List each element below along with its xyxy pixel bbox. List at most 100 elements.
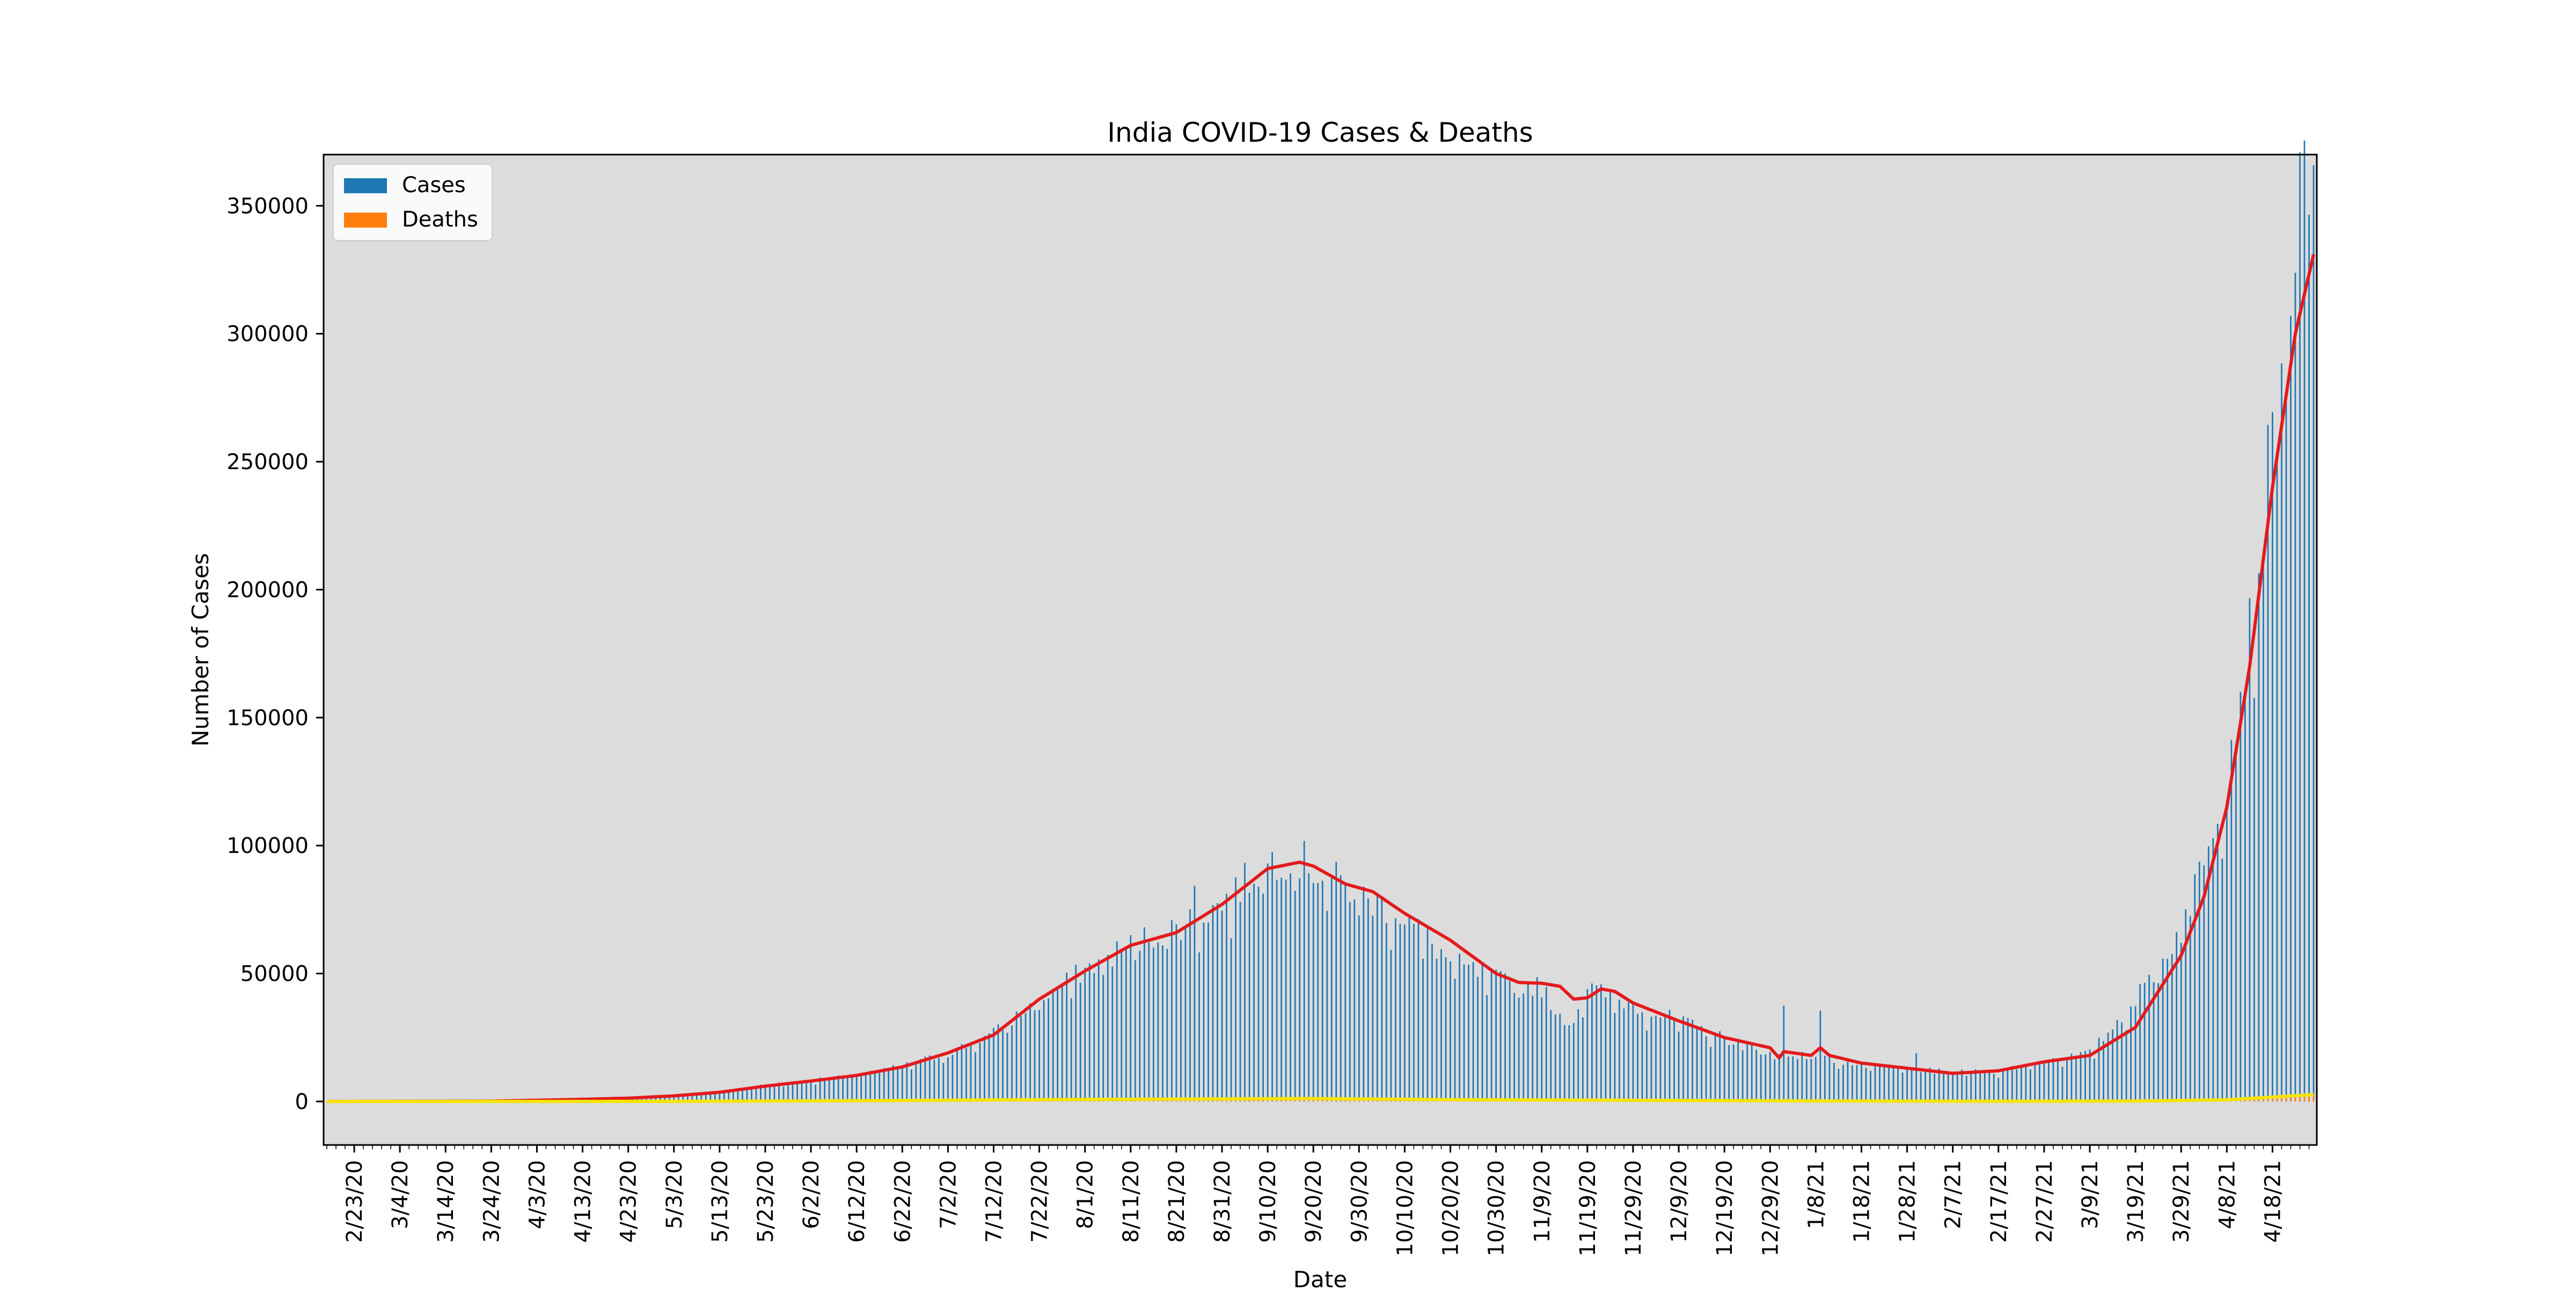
- cases-bar: [1924, 1071, 1926, 1102]
- cases-bar: [2057, 1060, 2059, 1102]
- cases-bar: [1546, 987, 1547, 1102]
- cases-bar: [2098, 1038, 2100, 1102]
- cases-bar: [1294, 891, 1296, 1102]
- cases-bar: [1125, 949, 1127, 1102]
- cases-bar: [856, 1076, 858, 1102]
- cases-bar: [787, 1084, 789, 1102]
- cases-bar: [1007, 1033, 1008, 1102]
- cases-bar: [2212, 838, 2214, 1102]
- cases-bar: [970, 1042, 972, 1102]
- x-tick-label: 12/29/20: [1758, 1160, 1783, 1257]
- cases-bar: [2286, 390, 2287, 1102]
- cases-bar: [1363, 887, 1364, 1102]
- x-tick-label: 8/1/20: [1073, 1160, 1098, 1229]
- cases-bar: [1568, 1025, 1570, 1102]
- cases-bar: [993, 1028, 994, 1102]
- cases-bar: [1966, 1076, 1967, 1102]
- cases-bar: [1833, 1063, 1835, 1102]
- cases-bar: [2007, 1068, 2008, 1101]
- cases-bar: [1997, 1078, 1999, 1102]
- cases-bar: [1856, 1065, 1858, 1102]
- cases-bar: [1911, 1067, 1913, 1102]
- x-tick-label: 2/7/21: [1941, 1160, 1966, 1229]
- cases-bar: [1189, 909, 1191, 1102]
- cases-bar: [1651, 1017, 1652, 1102]
- cases-bar: [1536, 977, 1538, 1101]
- cases-bar: [998, 1024, 999, 1102]
- cases-bar: [1400, 924, 1401, 1102]
- cases-bar: [1111, 967, 1113, 1102]
- cases-bar: [2176, 932, 2177, 1102]
- cases-bar: [1696, 1027, 1698, 1102]
- cases-bar: [965, 1048, 967, 1102]
- cases-bar: [1929, 1068, 1931, 1102]
- x-tick-label: 3/4/20: [388, 1160, 413, 1229]
- x-tick-label: 3/29/21: [2169, 1160, 2194, 1243]
- cases-bar: [792, 1083, 794, 1102]
- cases-bar: [815, 1085, 816, 1102]
- cases-bar: [2272, 412, 2273, 1102]
- cases-bar: [1893, 1067, 1894, 1102]
- cases-bar: [2080, 1052, 2082, 1102]
- cases-bar: [1048, 998, 1049, 1102]
- cases-bar: [1267, 864, 1269, 1102]
- cases-bar: [1135, 960, 1136, 1102]
- cases-bar: [1550, 1010, 1552, 1102]
- cases-bar: [1957, 1074, 1958, 1102]
- cases-bar: [1948, 1074, 1949, 1101]
- cases-bar: [1746, 1044, 1748, 1102]
- cases-bar: [1473, 962, 1474, 1102]
- x-tick-label: 7/22/20: [1028, 1160, 1052, 1243]
- x-tick-label: 1/28/21: [1896, 1160, 1920, 1243]
- cases-bar: [2002, 1071, 2004, 1102]
- cases-bar: [1532, 996, 1533, 1102]
- cases-bar: [2230, 740, 2232, 1102]
- cases-bar: [1285, 880, 1287, 1102]
- cases-bar: [1089, 964, 1091, 1102]
- cases-bar: [1180, 940, 1182, 1102]
- plot-area: [324, 155, 2317, 1145]
- x-tick-label: 4/13/20: [571, 1160, 596, 1243]
- cases-bar: [1724, 1037, 1725, 1102]
- cases-bar: [1158, 942, 1159, 1101]
- cases-bar: [1728, 1045, 1730, 1102]
- cases-bar: [1897, 1066, 1899, 1102]
- cases-bar: [1847, 1062, 1849, 1102]
- cases-bar: [1838, 1069, 1840, 1102]
- cases-bar: [2035, 1066, 2036, 1102]
- cases-bar: [1970, 1074, 1972, 1102]
- x-tick-label: 3/14/20: [434, 1160, 458, 1243]
- cases-bar: [1016, 1012, 1018, 1102]
- cases-bar: [1176, 924, 1177, 1102]
- cases-bar: [833, 1077, 835, 1102]
- cases-bar: [1815, 1057, 1817, 1102]
- cases-bar: [1851, 1065, 1853, 1102]
- cases-bar: [1198, 952, 1200, 1102]
- cases-bar: [2157, 983, 2159, 1102]
- cases-bar: [2162, 959, 2164, 1102]
- cases-bar: [1020, 1016, 1022, 1102]
- cases-bar: [1153, 947, 1154, 1102]
- cases-bar: [1513, 993, 1515, 1102]
- cases-bar: [1344, 882, 1346, 1102]
- cases-bar: [1468, 965, 1469, 1102]
- x-tick-label: 12/9/20: [1667, 1160, 1692, 1243]
- cases-bar: [1280, 878, 1282, 1102]
- x-tick-label: 9/10/20: [1256, 1160, 1280, 1243]
- cases-bar: [1605, 997, 1607, 1102]
- cases-bar: [2117, 1020, 2118, 1102]
- cases-bar: [824, 1080, 825, 1102]
- cases-bar: [1208, 923, 1209, 1102]
- x-tick-label: 6/12/20: [845, 1160, 869, 1243]
- cases-bar: [1500, 971, 1502, 1102]
- cases-bar: [1167, 949, 1168, 1102]
- cases-bar: [1811, 1059, 1812, 1102]
- cases-bar: [1445, 957, 1447, 1102]
- x-tick-label: 4/3/20: [525, 1160, 550, 1229]
- x-tick-label: 7/12/20: [982, 1160, 1006, 1243]
- cases-bar: [1802, 1052, 1803, 1102]
- y-tick-label: 300000: [226, 322, 309, 347]
- cases-bar: [1806, 1059, 1807, 1102]
- cases-bar: [1052, 989, 1054, 1102]
- x-tick-label: 2/23/20: [342, 1160, 367, 1243]
